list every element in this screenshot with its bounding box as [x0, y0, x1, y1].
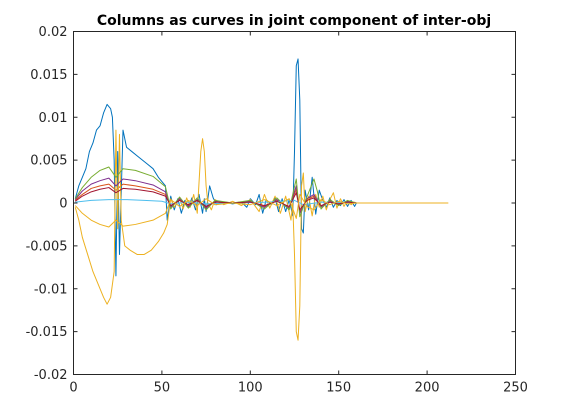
y-tick-label: 0 — [59, 197, 67, 212]
x-tick-label: 150 — [326, 381, 351, 396]
x-tick-label: 50 — [154, 381, 171, 396]
x-tick-label: 200 — [415, 381, 440, 396]
x-axis: 0 50 100 150 200 250 — [69, 31, 528, 396]
axes-box — [73, 31, 516, 375]
y-tick-label: 0.01 — [39, 111, 68, 126]
y-tick-label: 0.015 — [30, 68, 67, 83]
y-tick-label: -0.01 — [34, 282, 68, 297]
x-tick-label: 250 — [503, 381, 528, 396]
x-tick-label: 0 — [69, 381, 77, 396]
chart-title: Columns as curves in joint component of … — [97, 13, 491, 29]
y-axis: -0.02 -0.015 -0.01 -0.005 0 0.005 0.01 0.015 0.0… — [26, 25, 516, 383]
y-tick-label: -0.015 — [26, 325, 68, 340]
y-tick-label: 0.005 — [30, 154, 67, 169]
series-line-6 — [75, 199, 357, 206]
series-line-1 — [74, 58, 357, 277]
series-layer — [74, 58, 449, 341]
series-line-5 — [74, 166, 357, 218]
y-tick-label: -0.005 — [26, 239, 68, 254]
series-line-3 — [74, 129, 449, 341]
y-tick-label: -0.02 — [34, 368, 68, 383]
series-line-8 — [74, 193, 357, 228]
series-line-7 — [74, 187, 357, 211]
x-tick-label: 100 — [238, 381, 263, 396]
y-tick-label: 0.02 — [39, 25, 68, 40]
